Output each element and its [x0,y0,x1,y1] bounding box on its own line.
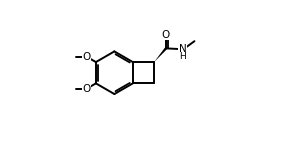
Text: O: O [162,30,170,40]
Text: N: N [179,44,186,54]
Text: H: H [179,52,186,61]
Text: O: O [82,52,91,62]
Polygon shape [154,48,167,62]
Text: O: O [82,84,91,94]
